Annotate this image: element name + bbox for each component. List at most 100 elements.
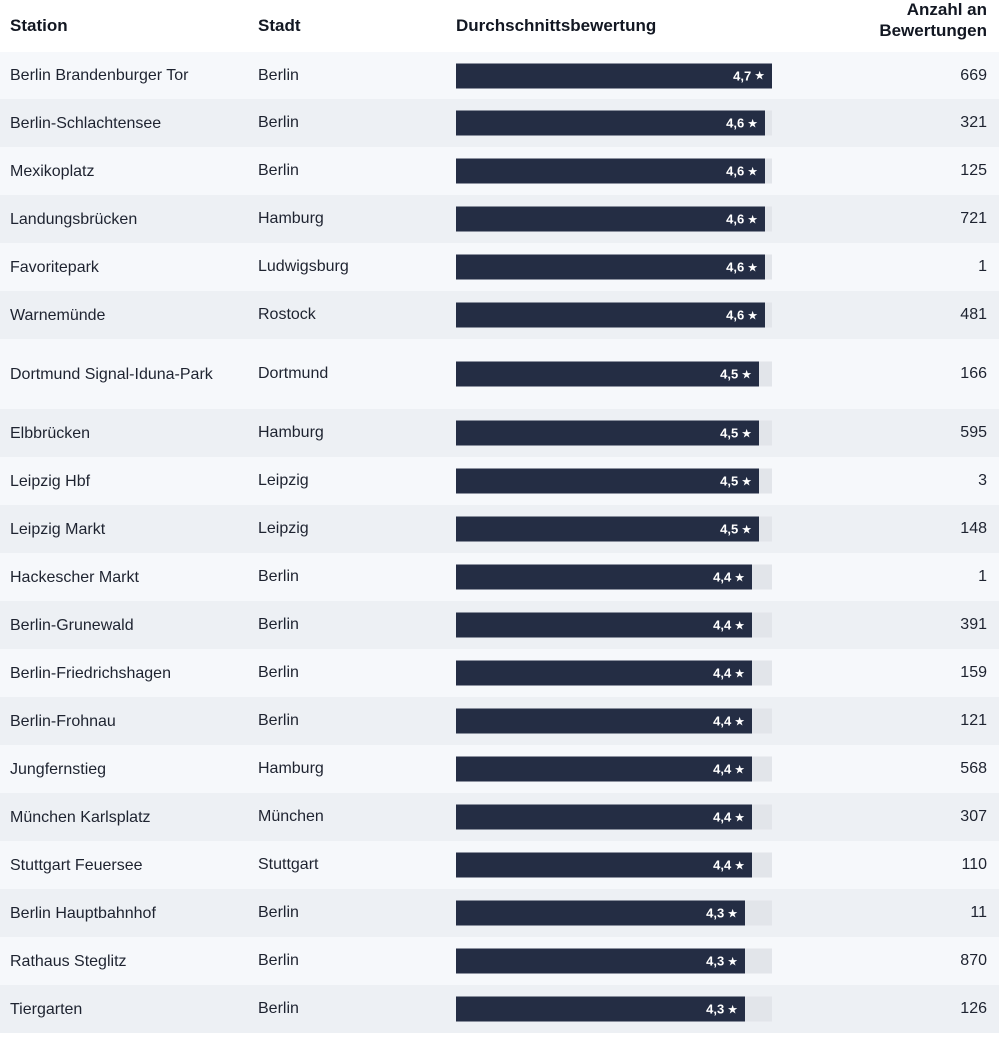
star-icon: ★: [734, 666, 745, 680]
rating-label: 4,5 ★: [720, 517, 752, 542]
city-name: Leipzig: [258, 520, 309, 537]
rating-bar-track: 4,5 ★: [456, 516, 772, 542]
rating-value: 4,7: [733, 68, 752, 83]
star-icon: ★: [734, 762, 745, 776]
station-name: Berlin-Grunewald: [10, 616, 134, 634]
station-name: Jungfernstieg: [10, 760, 107, 778]
rating-bar: 4,4 ★: [456, 612, 752, 638]
rating-bar: 4,6 ★: [456, 254, 765, 280]
table-row: Tiergarten Berlin 4,3 ★ 126: [0, 985, 999, 1033]
rating-label: 4,3 ★: [706, 901, 738, 926]
station-name: Tiergarten: [10, 1000, 83, 1018]
station-name: Dortmund Signal-Iduna-Park: [10, 365, 213, 383]
star-icon: ★: [747, 164, 758, 178]
table-row: Stuttgart Feuersee Stuttgart 4,4 ★ 110: [0, 841, 999, 889]
rating-count: 321: [960, 114, 987, 131]
rating-bar: 4,5 ★: [456, 468, 759, 494]
rating-bar: 4,5 ★: [456, 516, 759, 542]
rating-bar: 4,3 ★: [456, 900, 745, 926]
rating-value: 4,4: [713, 809, 732, 825]
city-name: Berlin: [258, 904, 299, 921]
rating-bar: 4,6 ★: [456, 206, 765, 232]
rating-bar: 4,3 ★: [456, 996, 745, 1022]
rating-label: 4,4 ★: [713, 613, 745, 638]
star-icon: ★: [747, 260, 758, 274]
rating-count: 568: [960, 760, 987, 777]
rating-bar-track: 4,5 ★: [456, 468, 772, 494]
rating-bar-track: 4,3 ★: [456, 996, 772, 1022]
rating-bar-track: 4,4 ★: [456, 708, 772, 734]
star-icon: ★: [734, 618, 745, 632]
station-name: Hackescher Markt: [10, 568, 139, 586]
table-row: Rathaus Steglitz Berlin 4,3 ★ 870: [0, 937, 999, 985]
city-name: Stuttgart: [258, 856, 319, 873]
star-icon: ★: [754, 68, 765, 83]
rating-bar: 4,6 ★: [456, 302, 765, 328]
table-row: Dortmund Signal-Iduna-Park Dortmund 4,5 ★ 16…: [0, 339, 999, 409]
rating-value: 4,4: [713, 617, 732, 633]
table-row: Berlin Hauptbahnhof Berlin 4,3 ★ 11: [0, 889, 999, 937]
rating-count: 159: [960, 664, 987, 681]
rating-count: 721: [960, 210, 987, 227]
rating-bar: 4,4 ★: [456, 756, 752, 782]
city-name: Berlin: [258, 162, 299, 179]
city-name: Leipzig: [258, 472, 309, 489]
rating-count: 148: [960, 520, 987, 537]
rating-bar-track: 4,4 ★: [456, 564, 772, 590]
rating-bar-track: 4,4 ★: [456, 804, 772, 830]
table-row: Warnemünde Rostock 4,6 ★ 481: [0, 291, 999, 339]
star-icon: ★: [734, 714, 745, 728]
rating-count: 110: [961, 856, 987, 873]
city-name: Hamburg: [258, 210, 324, 227]
station-name: Favoritepark: [10, 258, 99, 276]
station-name: Berlin-Friedrichshagen: [10, 664, 171, 682]
header-count: Anzahl an Bewertungen: [879, 0, 987, 46]
city-name: Berlin: [258, 952, 299, 969]
header-rating: Durchschnittsbewertung: [456, 16, 657, 35]
rating-value: 4,6: [726, 307, 745, 323]
rating-bar-track: 4,3 ★: [456, 900, 772, 926]
rating-label: 4,6 ★: [726, 111, 758, 136]
table-row: Mexikoplatz Berlin 4,6 ★ 125: [0, 147, 999, 195]
rating-bar-track: 4,6 ★: [456, 302, 772, 328]
station-name: München Karlsplatz: [10, 808, 151, 826]
star-icon: ★: [734, 570, 745, 584]
station-name: Berlin-Schlachtensee: [10, 114, 162, 132]
station-name: Mexikoplatz: [10, 162, 95, 180]
table-row: Berlin-Frohnau Berlin 4,4 ★ 121: [0, 697, 999, 745]
header-count-line2: Bewertungen: [879, 21, 987, 40]
rating-count: 11: [970, 904, 987, 921]
station-name: Stuttgart Feuersee: [10, 856, 143, 874]
rating-bar-track: 4,6 ★: [456, 206, 772, 232]
city-name: Berlin: [258, 616, 299, 633]
star-icon: ★: [741, 426, 752, 440]
rating-bar-track: 4,6 ★: [456, 110, 772, 136]
table-row: Elbbrücken Hamburg 4,5 ★ 595: [0, 409, 999, 457]
rating-bar-track: 4,7 ★: [456, 63, 772, 88]
rating-bar: 4,4 ★: [456, 804, 752, 830]
table-row: Berlin Brandenburger Tor Berlin 4,7 ★ 669: [0, 52, 999, 99]
table-row: Leipzig Markt Leipzig 4,5 ★ 148: [0, 505, 999, 553]
rating-label: 4,4 ★: [713, 661, 745, 686]
rating-value: 4,6: [726, 163, 745, 179]
rating-label: 4,6 ★: [726, 303, 758, 328]
rating-count: 307: [960, 808, 987, 825]
station-name: Berlin Hauptbahnhof: [10, 904, 156, 922]
rating-bar: 4,4 ★: [456, 708, 752, 734]
rating-value: 4,4: [713, 569, 732, 585]
rating-bar-track: 4,3 ★: [456, 948, 772, 974]
rating-bar-track: 4,5 ★: [456, 361, 772, 387]
rating-bar-track: 4,4 ★: [456, 852, 772, 878]
table-header: Station Stadt Durchschnittsbewertung Anz…: [0, 0, 999, 52]
rating-value: 4,4: [713, 665, 732, 681]
rating-count: 121: [960, 712, 987, 729]
table-row: Berlin-Grunewald Berlin 4,4 ★ 391: [0, 601, 999, 649]
rating-value: 4,6: [726, 115, 745, 131]
table-row: Leipzig Hbf Leipzig 4,5 ★ 3: [0, 457, 999, 505]
rating-label: 4,5 ★: [720, 421, 752, 446]
rating-value: 4,4: [713, 713, 732, 729]
rating-label: 4,4 ★: [713, 805, 745, 830]
rating-value: 4,3: [706, 1001, 725, 1017]
header-city: Stadt: [258, 16, 301, 35]
